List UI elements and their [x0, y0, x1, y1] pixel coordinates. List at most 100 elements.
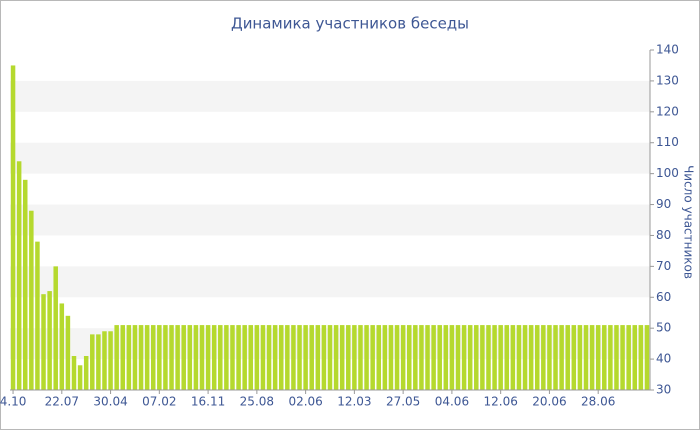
bar: [449, 325, 455, 390]
bar: [644, 325, 650, 390]
x-tick-label: 12.03: [337, 395, 371, 409]
bar: [120, 325, 126, 390]
bar: [163, 325, 168, 390]
bar: [614, 325, 619, 390]
bar: [272, 325, 278, 390]
bar: [41, 294, 46, 390]
y-axis-label: Число участников: [682, 165, 696, 279]
bar: [150, 325, 156, 390]
bar: [102, 331, 107, 390]
bar: [315, 325, 321, 390]
grid-band: [10, 80, 650, 112]
y-tick-label: 140: [656, 43, 679, 57]
bar: [504, 325, 510, 390]
bar: [278, 325, 284, 390]
bar: [144, 325, 150, 390]
bar: [638, 325, 644, 390]
bar: [303, 325, 308, 390]
bar: [565, 325, 570, 390]
x-tick-label: 27.05: [386, 395, 420, 409]
grid-band: [10, 204, 650, 236]
bar: [467, 325, 473, 390]
bar: [352, 325, 357, 390]
y-tick-label: 100: [656, 166, 679, 180]
y-tick-label: 80: [656, 228, 671, 242]
bar: [236, 325, 241, 390]
bar: [205, 325, 211, 390]
bar: [510, 325, 516, 390]
x-tick-label: 30.04: [93, 395, 127, 409]
bar: [492, 325, 497, 390]
bar: [169, 325, 174, 390]
bar: [254, 325, 260, 390]
bar: [583, 325, 589, 390]
bar: [218, 325, 223, 390]
bar: [77, 365, 83, 390]
bar: [516, 325, 522, 390]
x-tick-label: 04.06: [435, 395, 469, 409]
bar: [242, 325, 247, 390]
bar: [425, 325, 430, 390]
bar: [534, 325, 540, 390]
bar: [431, 325, 436, 390]
bar: [65, 315, 71, 390]
bar: [327, 325, 333, 390]
bar: [47, 291, 52, 390]
bar: [211, 325, 217, 390]
bar: [339, 325, 345, 390]
bar: [474, 325, 479, 390]
bar: [413, 325, 418, 390]
bar: [35, 241, 40, 390]
bar: [199, 325, 205, 390]
bar: [187, 325, 193, 390]
bar: [285, 325, 290, 390]
y-tick-label: 30: [656, 383, 671, 397]
bar: [461, 325, 467, 390]
x-tick-label: 22.07: [45, 395, 79, 409]
bar: [108, 331, 113, 390]
y-tick-label: 60: [656, 290, 671, 304]
bar: [388, 325, 394, 390]
bar: [53, 266, 58, 390]
bar: [333, 325, 339, 390]
bar: [291, 325, 296, 390]
bar: [59, 303, 65, 390]
bar: [577, 325, 583, 390]
bar: [394, 325, 400, 390]
grid-band: [10, 142, 650, 174]
bar: [138, 325, 144, 390]
x-tick-label: 25.08: [240, 395, 274, 409]
bar: [114, 325, 119, 390]
bar: [382, 325, 388, 390]
y-tick-label: 40: [656, 352, 671, 366]
y-tick-label: 110: [656, 135, 679, 149]
bar: [297, 325, 302, 390]
bar: [370, 325, 375, 390]
bar: [522, 325, 528, 390]
bar: [181, 325, 186, 390]
y-tick-label: 50: [656, 321, 671, 335]
bar: [589, 325, 595, 390]
bar: [608, 325, 613, 390]
bar: [22, 179, 28, 390]
bar: [16, 161, 22, 390]
bar: [559, 325, 564, 390]
bar: [437, 325, 442, 390]
grid-band: [10, 266, 650, 298]
y-tick-label: 120: [656, 104, 679, 118]
x-tick-label: 28.06: [581, 395, 615, 409]
bar: [90, 334, 95, 390]
bar: [346, 325, 351, 390]
x-tick-label: 07.02: [142, 395, 176, 409]
bar: [132, 325, 138, 390]
x-tick-label: 12.06: [483, 395, 517, 409]
bar: [595, 325, 601, 390]
bar: [626, 325, 631, 390]
x-tick-label: 4.10: [0, 395, 26, 409]
bar: [321, 325, 327, 390]
bar: [157, 325, 162, 390]
bar: [455, 325, 461, 390]
bar: [541, 325, 546, 390]
bar: [486, 325, 491, 390]
